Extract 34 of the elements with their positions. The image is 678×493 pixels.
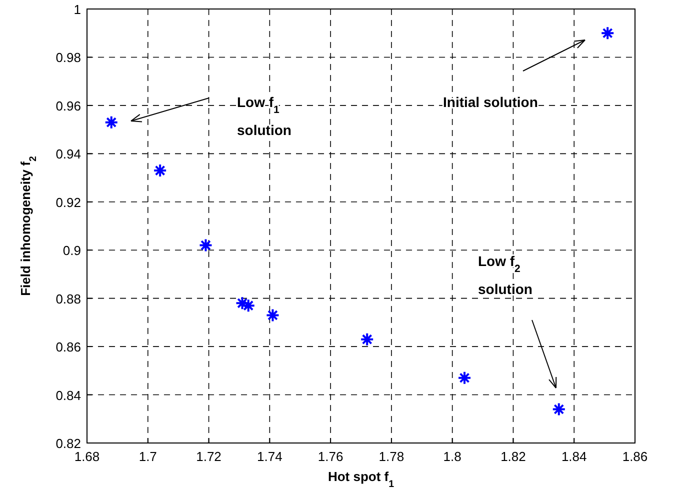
y-tick-label: 0.82 bbox=[56, 436, 81, 451]
point bbox=[104, 115, 118, 130]
x-axis-title: Hot spot f$_{1}$ bbox=[328, 469, 395, 490]
y-tick-label: 0.86 bbox=[56, 340, 81, 355]
x-tick-label: 1.8 bbox=[443, 449, 462, 464]
x-tick-label: 1.7 bbox=[138, 449, 157, 464]
y-tick-label: 1 bbox=[74, 2, 81, 17]
annotation: Initial solution bbox=[443, 94, 538, 110]
x-tick-label: 1.86 bbox=[622, 449, 648, 464]
y-tick-label: 0.96 bbox=[56, 98, 81, 114]
y-tick-label: 0.9 bbox=[62, 243, 81, 258]
x-tick-label: 1.72 bbox=[196, 449, 222, 464]
point bbox=[552, 402, 566, 416]
x-tick-label: 1.82 bbox=[500, 449, 526, 464]
y-tick-label: 0.88 bbox=[56, 291, 81, 306]
point bbox=[235, 296, 250, 310]
x-tick-label: 1.78 bbox=[378, 449, 404, 464]
y-tick-label: 0.98 bbox=[56, 50, 81, 66]
y-tick-label: 0.94 bbox=[56, 146, 81, 162]
x-tick-label: 1.74 bbox=[257, 449, 282, 464]
point bbox=[153, 164, 168, 178]
point bbox=[266, 308, 280, 322]
x-tick-label: 1.68 bbox=[74, 449, 100, 464]
x-tick-label: 1.84 bbox=[561, 449, 587, 464]
point bbox=[241, 298, 256, 313]
y-tick-label: 0.92 bbox=[56, 194, 81, 210]
point bbox=[458, 370, 472, 385]
x-tick-label: 1.76 bbox=[318, 449, 344, 464]
point bbox=[360, 332, 374, 346]
annotation: Low f$_{2}$ solution bbox=[478, 253, 532, 297]
point bbox=[600, 26, 615, 40]
y-tick-label: 0.84 bbox=[56, 388, 81, 403]
annotation: Low f$_{1}$ solution bbox=[237, 94, 292, 138]
point bbox=[198, 238, 213, 252]
